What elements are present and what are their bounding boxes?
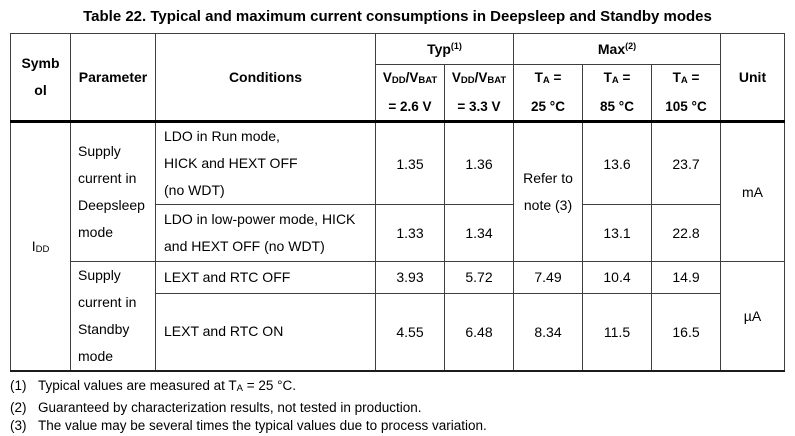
footnote-number: (2) xyxy=(10,399,27,415)
table-row: IDD Supply current in Deepsleep mode LDO… xyxy=(10,120,785,372)
vdd-3v3-value: = 3.3 V xyxy=(457,99,501,114)
typ-label: Typ xyxy=(427,41,451,57)
cond-lext-rtc-on: LEXT and RTC ON xyxy=(155,292,376,372)
vdd-vbat-label: VDD/VBAT xyxy=(451,70,507,86)
unit-ua: µA xyxy=(720,261,785,372)
ta-105-value: 105 °C xyxy=(665,99,707,114)
ta-label: TA = xyxy=(672,70,700,86)
cell-max105: 22.8 xyxy=(651,204,721,262)
param-standby: Supply current in Standby mode xyxy=(70,261,156,372)
cell-typ33: 5.72 xyxy=(444,261,514,294)
max-label: Max xyxy=(597,41,626,57)
cell-max105: 14.9 xyxy=(651,261,721,294)
cell-max25: 8.34 xyxy=(513,292,583,372)
table-row: Supply current in Standby mode LEXT and … xyxy=(11,261,785,372)
header-ta-105: TA = 105 °C xyxy=(651,64,721,122)
ta-label: TA = xyxy=(534,70,562,86)
footnotes: (1) Typical values are measured at TA = 2… xyxy=(10,377,795,436)
cond-ldo-lowpower: LDO in low-power mode, HICK and HEXT OFF… xyxy=(155,204,376,262)
footnote-2: (2) Guaranteed by characterization result… xyxy=(10,399,795,418)
cell-typ26: 1.33 xyxy=(375,204,445,262)
footnote-text: Guaranteed by characterization results, … xyxy=(38,399,422,415)
cond-ldo-run: LDO in Run mode, HICK and HEXT OFF (no W… xyxy=(155,120,376,205)
cell-max105: 16.5 xyxy=(651,292,721,372)
max-footnote-ref: (2) xyxy=(625,41,637,51)
table-row: LDO in low-power mode, HICK and HEXT OFF… xyxy=(11,204,785,262)
header-symbol: Symbol xyxy=(10,33,71,122)
header-ta-85: TA = 85 °C xyxy=(582,64,652,122)
cell-typ26: 1.35 xyxy=(375,120,445,205)
current-consumption-table: Symbol Parameter Conditions Typ(1) Max(2… xyxy=(10,33,785,372)
cell-max85: 11.5 xyxy=(582,292,652,372)
header-vdd-3v3: VDD/VBAT = 3.3 V xyxy=(444,64,514,122)
header-row-subcolumns: VDD/VBAT = 2.6 V VDD/VBAT = 3.3 V TA = 2… xyxy=(11,64,785,122)
footnote-text: Typical values are measured at TA = 25 °… xyxy=(38,378,297,394)
param-deepsleep: Supply current in Deepsleep mode xyxy=(70,120,156,262)
header-row-groups: Symbol Parameter Conditions Typ(1) Max(2… xyxy=(10,33,785,122)
header-vdd-2v6: VDD/VBAT = 2.6 V xyxy=(375,64,445,122)
header-conditions: Conditions xyxy=(155,33,376,122)
table-row: LEXT and RTC ON 4.55 6.48 8.34 11.5 16.5 xyxy=(11,292,785,372)
header-parameter: Parameter xyxy=(70,33,156,122)
footnote-number: (1) xyxy=(10,378,27,393)
ta-85-value: 85 °C xyxy=(600,99,634,114)
cell-typ26: 4.55 xyxy=(375,292,445,372)
typ-footnote-ref: (1) xyxy=(450,41,462,51)
cell-max105: 23.7 xyxy=(651,120,721,205)
footnote-number: (3) xyxy=(10,418,27,433)
header-typ-group: Typ(1) xyxy=(375,33,514,65)
cell-typ33: 6.48 xyxy=(444,292,514,372)
header-ta-25: TA = 25 °C xyxy=(513,64,583,122)
vdd-vbat-label: VDD/VBAT xyxy=(382,70,438,86)
ta-25-value: 25 °C xyxy=(531,99,565,114)
ta-label: TA = xyxy=(603,70,631,86)
cell-typ33: 1.36 xyxy=(444,120,514,205)
cell-max85: 13.6 xyxy=(582,120,652,205)
symbol-idd: IDD xyxy=(10,120,71,372)
footnote-1: (1) Typical values are measured at TA = 2… xyxy=(10,377,795,399)
vdd-2v6-value: = 2.6 V xyxy=(388,99,432,114)
cell-max85: 13.1 xyxy=(582,204,652,262)
cell-typ33: 1.34 xyxy=(444,204,514,262)
unit-ma: mA xyxy=(720,120,785,262)
cell-max85: 10.4 xyxy=(582,261,652,294)
footnote-3: (3) The value may be several times the ty… xyxy=(10,417,795,436)
cell-typ26: 3.93 xyxy=(375,261,445,294)
header-unit: Unit xyxy=(720,33,785,122)
header-max-group: Max(2) xyxy=(513,33,721,65)
cell-refer-note: Refer to note (3) xyxy=(513,120,583,262)
footnote-text: The value may be several times the typic… xyxy=(38,418,487,433)
cond-lext-rtc-off: LEXT and RTC OFF xyxy=(155,261,376,294)
table-title: Table 22. Typical and maximum current co… xyxy=(83,8,712,25)
cell-max25: 7.49 xyxy=(513,261,583,294)
